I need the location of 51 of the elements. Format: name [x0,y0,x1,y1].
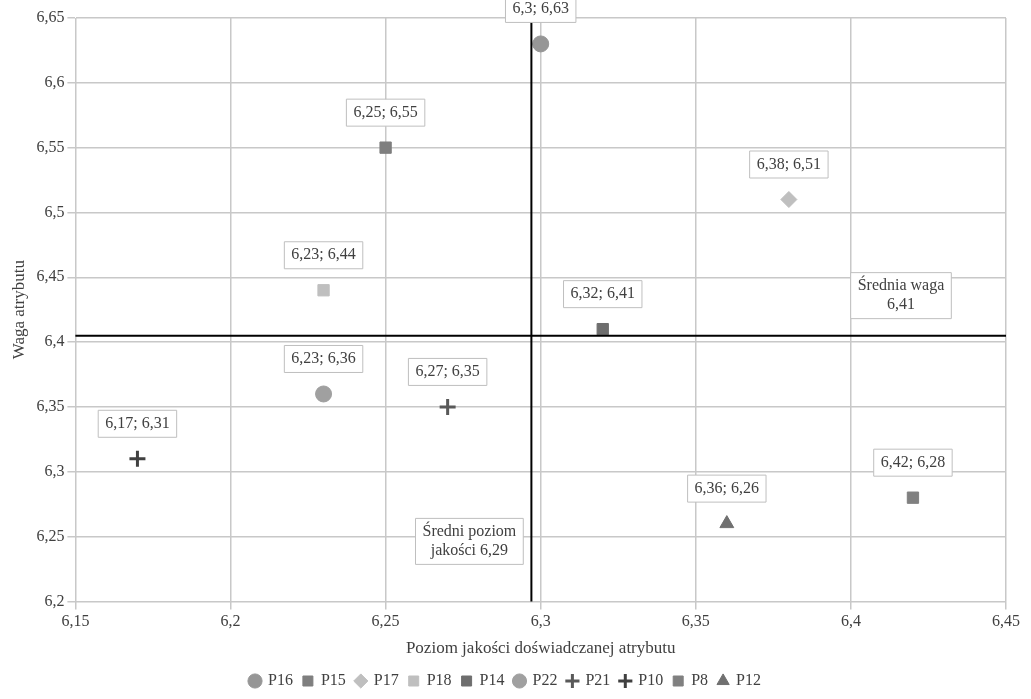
x-tick-label: 6,15 [61,612,90,630]
legend-label: P15 [320,671,346,689]
x-tick-label: 6,45 [992,612,1020,630]
ref-line-label: Średnia waga 6,41 [857,275,945,313]
point [127,449,147,469]
x-tick-label: 6,25 [371,612,400,630]
y-tick-label: 6,5 [44,202,65,220]
point [906,491,920,504]
legend-label: P17 [373,671,399,689]
data-label: 6,36; 6,26 [694,478,760,496]
y-tick-label: 6,35 [36,397,65,415]
y-tick-label: 6,55 [36,137,65,155]
point [317,284,330,297]
data-label: 6,32; 6,41 [570,284,635,302]
y-tick-label: 6,4 [44,332,65,350]
data-label: 6,23; 6,36 [291,349,356,367]
point [379,141,392,154]
point [438,397,458,417]
x-axis-title: Poziom jakości doświadczanej atrybutu [405,638,676,658]
legend-label: P18 [426,671,452,689]
point [780,191,798,208]
y-axis-title: Waga atrybutu [8,259,28,360]
legend-label: P8 [691,671,709,689]
legend-label: P21 [585,671,611,689]
data-label: 6,25; 6,55 [353,102,418,120]
data-label: 6,3; 6,63 [512,0,569,17]
y-tick-label: 6,6 [44,73,65,91]
y-tick-label: 6,65 [36,8,65,26]
point [719,515,735,529]
legend-label: P14 [479,671,505,689]
data-label: 6,23; 6,44 [291,245,356,263]
y-tick-label: 6,3 [44,461,65,479]
ref-line-label: Średni poziom jakości 6,29 [422,521,517,560]
point [596,322,609,336]
x-tick-label: 6,4 [840,612,861,630]
point [532,35,550,53]
y-tick-label: 6,45 [36,267,65,285]
legend-label: P12 [736,671,761,689]
x-tick-label: 6,3 [530,612,551,630]
x-tick-label: 6,35 [681,612,710,630]
data-label: 6,27; 6,35 [415,362,480,380]
y-tick-label: 6,2 [44,591,65,609]
x-tick-label: 6,2 [220,612,241,630]
legend-label: P22 [532,671,558,689]
data-label: 6,17; 6,31 [105,413,170,431]
data-label: 6,38; 6,51 [756,154,822,172]
legend-label: P16 [268,671,293,689]
y-tick-label: 6,25 [36,526,65,544]
legend-label: P10 [638,671,664,689]
point [315,385,333,403]
data-label: 6,42; 6,28 [880,452,946,470]
